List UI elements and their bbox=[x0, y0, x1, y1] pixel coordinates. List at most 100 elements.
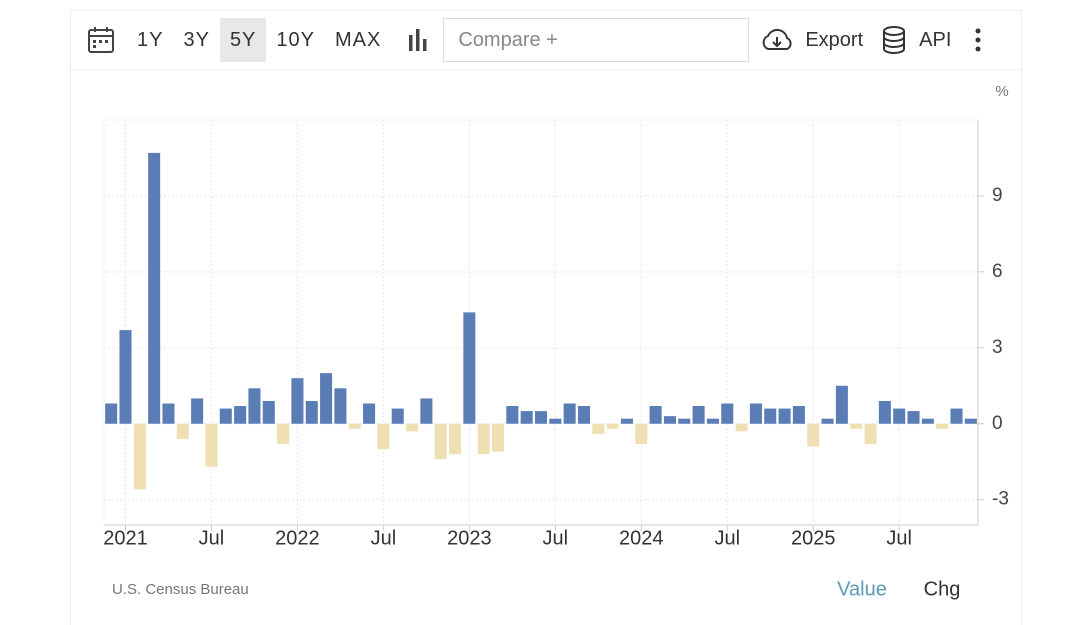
bar bbox=[649, 406, 662, 424]
bar bbox=[663, 416, 676, 424]
bar bbox=[893, 408, 906, 424]
bar bbox=[348, 423, 361, 429]
bar bbox=[119, 330, 132, 424]
y-unit: % bbox=[995, 83, 1008, 100]
chart-type-icon[interactable] bbox=[407, 27, 431, 53]
bar bbox=[291, 378, 304, 424]
bar bbox=[764, 408, 777, 424]
x-tick-label: 2025 bbox=[791, 527, 836, 549]
bar bbox=[864, 423, 877, 444]
range-buttons: 1Y 3Y 5Y 10Y MAX bbox=[127, 18, 391, 62]
bar bbox=[534, 411, 548, 424]
bar bbox=[721, 403, 734, 424]
x-tick-label: 2023 bbox=[447, 527, 492, 549]
widget: 1Y 3Y 5Y 10Y MAX Compare + Export API bbox=[70, 10, 1022, 625]
calendar-icon[interactable] bbox=[87, 26, 115, 54]
bar bbox=[334, 388, 347, 424]
bar bbox=[205, 423, 218, 467]
y-tick-label: 3 bbox=[992, 337, 1003, 358]
export-label: Export bbox=[805, 28, 864, 51]
bar bbox=[191, 398, 204, 424]
footer-tab[interactable]: Chg bbox=[924, 578, 961, 600]
y-tick-label: 6 bbox=[992, 261, 1003, 282]
x-tick-label: Jul bbox=[199, 527, 225, 549]
bar bbox=[592, 423, 605, 434]
bar bbox=[105, 403, 118, 424]
x-tick-label: Jul bbox=[886, 527, 912, 549]
export-button[interactable]: Export bbox=[759, 27, 863, 53]
x-tick-label: 2022 bbox=[275, 527, 320, 549]
x-tick-label: 2021 bbox=[103, 527, 148, 549]
bar bbox=[635, 423, 648, 444]
bar bbox=[792, 406, 805, 424]
bar bbox=[406, 423, 419, 432]
bar bbox=[678, 418, 691, 424]
bar bbox=[463, 312, 476, 424]
y-tick-label: 0 bbox=[992, 413, 1003, 434]
bar bbox=[835, 385, 848, 424]
bar bbox=[162, 403, 175, 424]
bar bbox=[449, 423, 462, 455]
range-button[interactable]: MAX bbox=[335, 29, 382, 51]
bar bbox=[778, 408, 791, 424]
bar bbox=[850, 423, 863, 429]
footer-tab[interactable]: Value bbox=[837, 578, 887, 600]
bar bbox=[219, 408, 232, 424]
bar bbox=[248, 388, 261, 424]
api-label: API bbox=[919, 28, 952, 51]
bar bbox=[477, 423, 490, 455]
bar bbox=[305, 400, 318, 424]
bar bbox=[506, 406, 519, 424]
range-button[interactable]: 5Y bbox=[219, 18, 267, 62]
x-tick-label: Jul bbox=[714, 527, 740, 549]
bar bbox=[950, 408, 963, 424]
bar bbox=[692, 406, 705, 424]
range-button[interactable]: 3Y bbox=[183, 29, 210, 51]
bar bbox=[735, 423, 748, 432]
bar bbox=[320, 373, 333, 424]
bar bbox=[176, 423, 189, 439]
bar bbox=[234, 406, 247, 424]
bar bbox=[434, 423, 447, 460]
bar bbox=[262, 400, 275, 424]
menu-icon[interactable] bbox=[973, 27, 983, 53]
bar bbox=[620, 418, 633, 424]
compare-input[interactable]: Compare + bbox=[443, 18, 750, 62]
bar bbox=[706, 418, 719, 424]
bar bbox=[821, 418, 834, 424]
bar bbox=[277, 423, 290, 444]
bar bbox=[363, 403, 376, 424]
bar bbox=[391, 408, 404, 424]
toolbar: 1Y 3Y 5Y 10Y MAX Compare + Export API bbox=[71, 11, 1021, 70]
x-tick-label: Jul bbox=[371, 527, 397, 549]
range-button[interactable]: 1Y bbox=[137, 29, 164, 51]
bar bbox=[878, 400, 891, 424]
bar bbox=[520, 411, 533, 424]
bar bbox=[921, 418, 934, 424]
database-icon bbox=[883, 26, 906, 54]
bar bbox=[420, 398, 433, 424]
range-button[interactable]: 10Y bbox=[276, 29, 315, 51]
api-button[interactable]: API bbox=[881, 25, 951, 55]
bar bbox=[377, 423, 390, 450]
cloud-icon bbox=[762, 28, 792, 50]
x-tick-label: Jul bbox=[543, 527, 569, 549]
bar bbox=[936, 423, 949, 429]
bar bbox=[964, 418, 977, 424]
bar bbox=[749, 403, 762, 424]
bar bbox=[807, 423, 820, 447]
bar bbox=[563, 403, 576, 424]
y-tick-label: -3 bbox=[992, 489, 1009, 510]
bar bbox=[148, 152, 161, 424]
bar bbox=[133, 423, 146, 490]
bar bbox=[491, 423, 505, 452]
source: U.S. Census Bureau bbox=[112, 581, 249, 598]
x-tick-label: 2024 bbox=[619, 527, 664, 549]
bar bbox=[577, 406, 591, 424]
bar bbox=[907, 411, 920, 424]
bar bbox=[606, 423, 619, 429]
bar bbox=[549, 418, 562, 424]
y-tick-label: 9 bbox=[992, 185, 1003, 206]
